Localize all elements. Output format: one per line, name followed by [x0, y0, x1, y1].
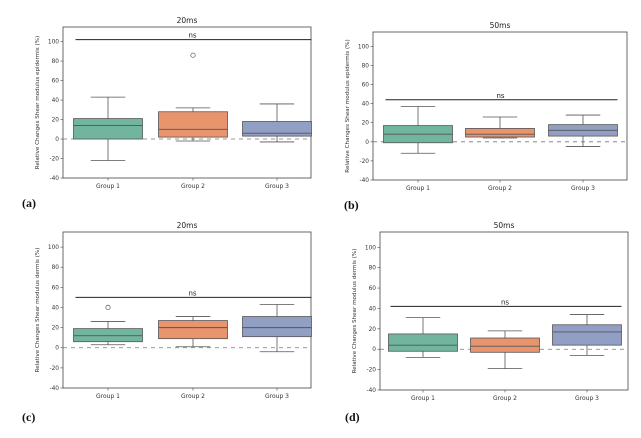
- significance-label: ns: [501, 298, 509, 306]
- x-tick-label: Group 2: [181, 183, 205, 190]
- panel-label-b: (b): [344, 198, 359, 212]
- x-tick-label: Group 2: [488, 185, 512, 192]
- y-tick-label: 100: [48, 245, 59, 251]
- box-group-2: [158, 111, 228, 138]
- box-group-1: [73, 328, 143, 343]
- y-tick-label: 20: [52, 118, 60, 124]
- x-tick-label: Group 3: [265, 393, 289, 400]
- y-tick-label: -40: [50, 176, 60, 182]
- y-tick-label: -40: [367, 388, 377, 394]
- chart-panel-d: 50ms -40 -20 0 20 40 60 80 100 Relative Changes S…: [352, 221, 629, 402]
- plot-frame: [379, 231, 629, 391]
- chart-panel-a: 20ms -40 -20 0 20 40 60 80 100 Relative Changes S…: [35, 16, 312, 190]
- panel-label-d: (d): [345, 410, 360, 424]
- y-axis-label: Relative Changes Shear modulus epidermis…: [35, 36, 41, 169]
- chart-title: 50ms: [490, 21, 511, 30]
- y-tick-label: 60: [369, 286, 377, 292]
- y-tick-label: -40: [360, 178, 370, 184]
- significance-label: ns: [188, 289, 196, 297]
- y-tick-label: 40: [52, 305, 60, 311]
- y-tick-label: 80: [369, 266, 377, 272]
- significance-label: ns: [188, 32, 196, 40]
- outlier-point: [190, 52, 196, 58]
- significance-label: ns: [496, 92, 504, 100]
- y-tick-label: 100: [358, 44, 369, 50]
- x-tick-label: Group 3: [265, 183, 289, 190]
- y-tick-label: 20: [369, 327, 377, 333]
- box-group-2: [158, 320, 228, 340]
- y-tick-label: 80: [362, 63, 370, 69]
- y-axis-label: Relative Changes Shear modulus dermis (%…: [35, 248, 41, 373]
- y-tick-label: 0: [365, 140, 369, 146]
- plot-frame: [372, 31, 628, 181]
- box-group-2: [470, 337, 540, 353]
- chart-panel-b: 50ms -40 -20 0 20 40 60 80 100 Relative Changes S…: [345, 21, 628, 192]
- x-tick-label: Group 1: [411, 395, 435, 402]
- y-tick-label: 60: [52, 79, 60, 85]
- x-tick-label: Group 2: [493, 395, 517, 402]
- chart-title: 20ms: [177, 16, 198, 25]
- y-tick-label: -20: [50, 157, 60, 163]
- y-tick-label: 60: [362, 83, 370, 89]
- y-tick-label: -20: [367, 368, 377, 374]
- box-group-1: [388, 333, 458, 352]
- y-tick-label: -40: [50, 386, 60, 392]
- chart-panel-c: 20ms -40 -20 0 20 40 60 80 100 Relative Changes S…: [35, 221, 312, 400]
- plot-frame: [62, 26, 312, 179]
- y-tick-label: 40: [362, 102, 370, 108]
- y-tick-label: 40: [369, 306, 377, 312]
- x-tick-label: Group 2: [181, 393, 205, 400]
- y-tick-label: 40: [52, 98, 60, 104]
- y-tick-label: 80: [52, 265, 60, 271]
- box-group-2: [465, 128, 535, 138]
- y-tick-label: 0: [372, 347, 376, 353]
- box-group-1: [73, 118, 143, 140]
- y-tick-label: 100: [365, 245, 376, 251]
- y-tick-label: 100: [48, 40, 59, 46]
- box-group-3: [242, 316, 312, 338]
- x-tick-label: Group 1: [96, 183, 120, 190]
- x-tick-label: Group 3: [575, 395, 599, 402]
- x-tick-label: Group 1: [406, 185, 430, 192]
- y-tick-label: -20: [50, 366, 60, 372]
- y-tick-label: 20: [362, 121, 370, 127]
- y-axis-label: Relative Changes Shear modulus dermis (%…: [352, 249, 358, 374]
- outlier-point: [105, 304, 111, 311]
- chart-title: 50ms: [494, 221, 515, 230]
- plot-frame: [62, 231, 312, 389]
- y-tick-label: 20: [52, 326, 60, 332]
- panel-label-a: (a): [22, 196, 36, 210]
- chart-title: 20ms: [177, 221, 198, 230]
- panel-label-c: (c): [22, 410, 36, 424]
- y-tick-label: -20: [360, 159, 370, 165]
- x-tick-label: Group 1: [96, 393, 120, 400]
- y-tick-label: 80: [52, 59, 60, 65]
- y-axis-label: Relative Changes Shear modulus epidermis…: [345, 39, 351, 172]
- box-group-3: [552, 324, 622, 346]
- x-tick-label: Group 3: [571, 185, 595, 192]
- box-group-3: [242, 121, 312, 137]
- y-tick-label: 0: [55, 346, 59, 352]
- y-tick-label: 60: [52, 285, 60, 291]
- y-tick-label: 0: [55, 137, 59, 143]
